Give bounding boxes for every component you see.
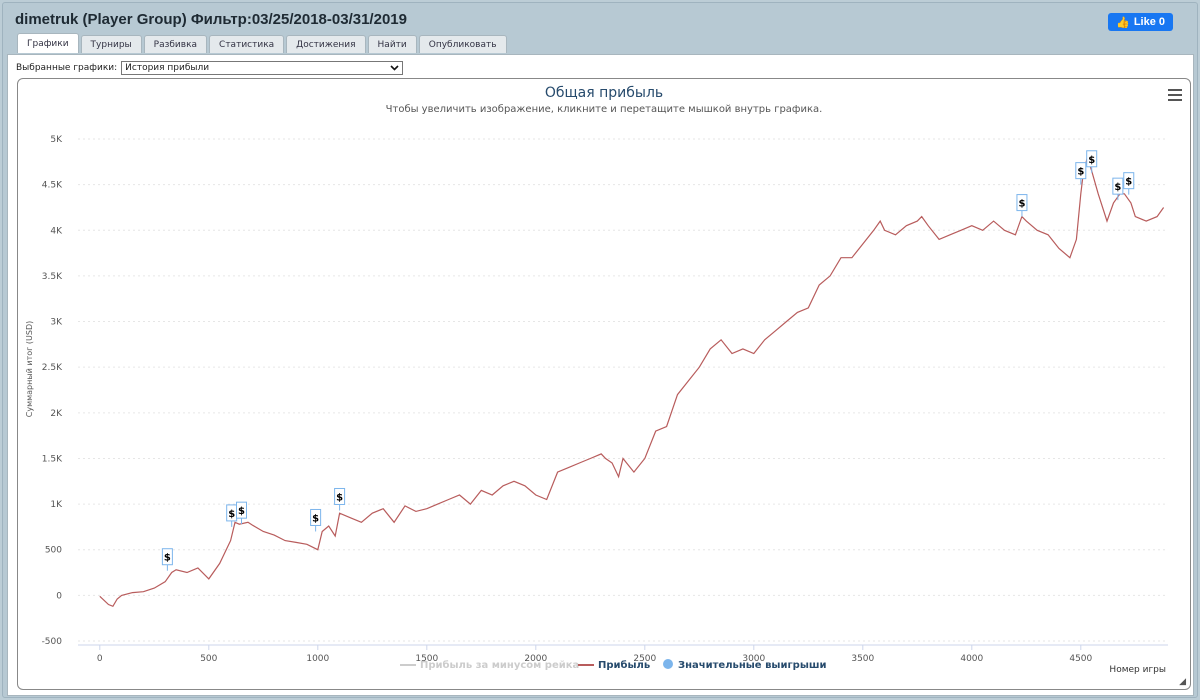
thumbs-up-icon: 👍	[1116, 16, 1130, 29]
svg-text:$: $	[238, 506, 245, 517]
legend-profit-label[interactable]: Прибыль	[598, 659, 650, 671]
big-win-marker[interactable]: $	[334, 487, 346, 511]
y-tick-label: 500	[45, 546, 62, 556]
x-tick-label: 1000	[306, 654, 329, 664]
svg-text:$: $	[164, 553, 171, 564]
tab-breakdown[interactable]: Разбивка	[143, 35, 208, 53]
resize-grip-icon[interactable]: ◢	[1179, 677, 1186, 687]
tab-statistics[interactable]: Статистика	[209, 35, 285, 53]
x-axis-tick-labels: 0 500 1000 1500 2000 2500 3000 3500 4000 4500	[78, 644, 1168, 664]
like-label: Like 0	[1133, 16, 1165, 28]
big-win-marker[interactable]: $	[310, 508, 322, 532]
chart-title: Общая прибыль	[545, 85, 663, 101]
hamburger-menu-icon[interactable]	[1168, 89, 1182, 104]
y-tick-label: 4.5K	[42, 181, 63, 191]
y-tick-label: 2.5K	[42, 363, 63, 373]
y-tick-label: 4K	[50, 226, 63, 236]
y-axis-tick-labels: -500 0 500 1K 1.5K 2K 2.5K 3K 3.5K 4K 4.5K 5K	[42, 135, 64, 647]
x-tick-label: 500	[200, 654, 217, 664]
tab-find[interactable]: Найти	[367, 35, 417, 53]
tab-publish[interactable]: Опубликовать	[418, 35, 507, 53]
x-tick-label: 0	[97, 654, 103, 664]
svg-text:$: $	[1125, 177, 1132, 188]
x-tick-label: 2500	[633, 654, 656, 664]
svg-text:$: $	[336, 492, 343, 503]
tab-tournaments[interactable]: Турниры	[80, 35, 142, 53]
y-axis-label: Суммарный итог (USD)	[25, 321, 34, 418]
big-win-marker[interactable]: $	[1123, 172, 1135, 195]
chevron-down-icon	[390, 65, 399, 71]
y-tick-label: 5K	[50, 135, 63, 145]
tab-bar: Графики Турниры Разбивка Статистика Дост…	[17, 33, 507, 53]
svg-text:$: $	[1114, 182, 1121, 193]
legend-rake-label[interactable]: Прибыль за минусом рейка	[420, 659, 579, 671]
big-win-marker[interactable]: $	[161, 548, 173, 571]
big-win-marker[interactable]: $	[1086, 150, 1098, 173]
series-layer	[99, 155, 1165, 608]
y-tick-label: 0	[56, 591, 62, 601]
y-tick-label: 1.5K	[42, 454, 63, 464]
x-tick-label: 3000	[742, 654, 765, 664]
chart-selector-dropdown[interactable]: История прибыли	[121, 61, 404, 75]
svg-text:$: $	[312, 513, 319, 524]
svg-text:$: $	[228, 509, 235, 520]
x-tick-label: 4000	[960, 654, 983, 664]
chart-selector-row: Выбранные графики: История прибыли	[16, 61, 404, 75]
profit-chart[interactable]: Общая прибыль Чтобы увеличить изображени…	[18, 79, 1190, 689]
big-win-marker[interactable]: $	[236, 501, 247, 525]
legend-big-wins-label[interactable]: Значительные выигрыши	[678, 660, 827, 671]
big-win-marker[interactable]: $	[1075, 162, 1087, 185]
x-tick-label: 4500	[1069, 654, 1092, 664]
svg-text:$: $	[1018, 199, 1025, 210]
y-tick-label: 1K	[50, 500, 63, 510]
big-win-marker[interactable]: $	[1016, 194, 1028, 217]
chart-container: Общая прибыль Чтобы увеличить изображени…	[17, 78, 1191, 690]
legend-big-wins-swatch	[663, 659, 673, 669]
chart-subtitle: Чтобы увеличить изображение, кликните и …	[386, 104, 823, 115]
tab-graphs[interactable]: Графики	[17, 33, 79, 53]
chart-selector-label: Выбранные графики:	[16, 63, 118, 73]
content-panel: Выбранные графики: История прибыли Общая…	[7, 54, 1194, 696]
grid-lines	[78, 138, 1168, 642]
y-tick-label: -500	[42, 637, 63, 647]
chart-selector-value: История прибыли	[125, 63, 210, 73]
x-tick-label: 2000	[524, 654, 547, 664]
profit-series-line[interactable]	[99, 155, 1165, 608]
y-tick-label: 3.5K	[42, 272, 63, 282]
y-tick-label: 2K	[50, 409, 63, 419]
tab-achievements[interactable]: Достижения	[286, 35, 366, 53]
y-tick-label: 3K	[50, 318, 63, 328]
x-tick-label: 3500	[851, 654, 874, 664]
svg-text:$: $	[1088, 155, 1095, 166]
chart-legend: Прибыль за минусом рейка Прибыль Значите…	[400, 659, 827, 671]
big-wins-markers: $$ $$$$$$$ $	[161, 150, 1135, 571]
like-button[interactable]: 👍 Like 0	[1108, 13, 1173, 31]
big-win-marker[interactable]: $	[1112, 177, 1124, 201]
window-title: dimetruk (Player Group) Фильтр:03/25/201…	[15, 11, 407, 28]
x-axis-label: Номер игры	[1109, 665, 1166, 675]
svg-text:$: $	[1077, 167, 1084, 178]
x-tick-label: 1500	[415, 654, 438, 664]
